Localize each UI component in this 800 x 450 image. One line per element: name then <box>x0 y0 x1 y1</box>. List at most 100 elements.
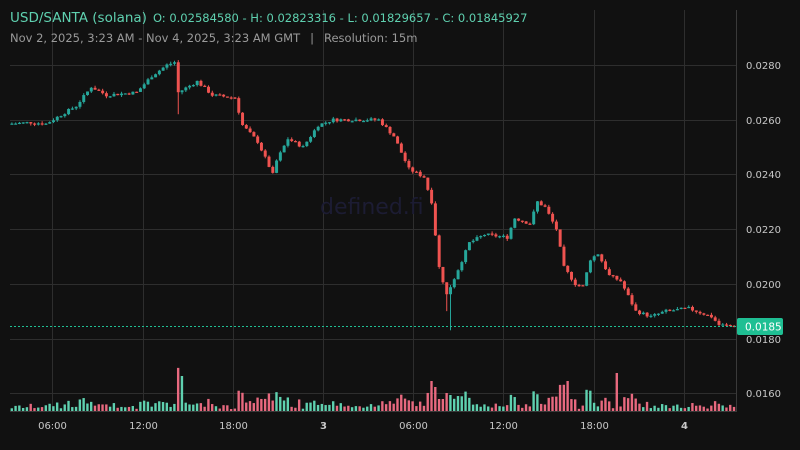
candle-body <box>241 112 245 126</box>
candle-body <box>78 101 82 107</box>
volume-bar <box>366 406 369 411</box>
volume-bar <box>161 402 165 411</box>
volume-bar <box>377 405 380 411</box>
volume-bar <box>676 404 679 411</box>
candle-body <box>222 94 226 97</box>
volume-bar <box>347 405 350 411</box>
price-tick-label: 0.0220 <box>746 225 781 236</box>
candle-body <box>467 242 471 251</box>
volume-bar <box>252 403 255 411</box>
candle-body <box>154 74 158 78</box>
candle-body <box>101 90 105 94</box>
candle-body <box>551 213 555 222</box>
candle-body <box>29 122 33 124</box>
candle-body <box>672 310 676 312</box>
candle-body <box>316 126 320 131</box>
candle-body <box>25 122 29 124</box>
volume-bar <box>403 398 407 411</box>
volume-bar <box>305 402 308 411</box>
candle-body <box>709 314 713 318</box>
candle-body <box>263 150 267 157</box>
volume-bar <box>188 404 191 411</box>
volume-bar <box>40 407 44 411</box>
price-axis[interactable]: 0.02800.02600.02400.02200.02000.01800.01… <box>746 61 781 400</box>
volume-bar <box>664 405 668 411</box>
candle-body <box>607 269 611 276</box>
volume-bar <box>108 406 112 411</box>
time-tick-label: 18:00 <box>580 421 609 432</box>
candle-body <box>558 229 562 247</box>
volume-bar <box>513 397 516 411</box>
volume-bar <box>248 401 252 411</box>
volume-bar <box>237 390 240 411</box>
candle-body <box>554 221 558 230</box>
volume-bar <box>120 406 123 411</box>
candle-body <box>350 121 354 123</box>
candle-body <box>653 314 657 316</box>
chart-header: USD/SANTA (solana) O: 0.02584580 - H: 0.… <box>10 10 527 45</box>
candle-body <box>501 235 505 237</box>
candle-body <box>271 166 275 173</box>
candle-body <box>683 307 687 309</box>
candle-body <box>399 143 403 153</box>
volume-bar <box>562 384 566 411</box>
candle-body <box>694 310 698 312</box>
volume-bar <box>539 403 543 411</box>
candle-body <box>505 235 509 239</box>
candle-body <box>44 123 48 125</box>
volume-bar <box>313 400 316 411</box>
candle-body <box>195 80 199 86</box>
volume-bar <box>335 405 339 411</box>
candle-body <box>59 116 63 118</box>
time-axis[interactable]: 06:00 12:00 18:00 3 06:00 12:00 18:00 4 <box>38 421 688 432</box>
volume-bar <box>623 397 626 411</box>
candle-body <box>668 309 672 311</box>
candle-body <box>698 311 702 314</box>
candle-body <box>464 250 468 263</box>
candle-body <box>10 123 14 125</box>
volume-bar <box>407 400 411 411</box>
candle-body <box>494 234 498 237</box>
candle-body <box>452 279 456 288</box>
volume-bar <box>494 403 497 411</box>
candle-body <box>55 116 59 121</box>
candle-body <box>498 236 502 238</box>
price-tick-label: 0.0240 <box>746 170 781 181</box>
price-tick-label: 0.0260 <box>746 116 781 127</box>
volume-bar <box>487 406 490 411</box>
volume-bar <box>695 405 698 411</box>
candle-body <box>305 141 309 147</box>
candle-body <box>259 142 263 151</box>
volume-bar <box>471 404 475 411</box>
candle-body <box>645 312 649 317</box>
volume-bar <box>547 397 550 411</box>
candle-body <box>414 171 418 173</box>
volume-bar <box>275 392 278 411</box>
candle-body <box>248 128 252 133</box>
candle-body <box>426 177 430 190</box>
candle-body <box>157 70 161 75</box>
candle-body <box>286 139 290 146</box>
volume-bar <box>195 403 199 411</box>
volume-bar <box>505 405 509 411</box>
volume-bar <box>604 397 607 411</box>
volume-bar <box>44 405 48 411</box>
time-tick-label: 18:00 <box>219 421 248 432</box>
volume-bar <box>475 404 479 411</box>
candle-body <box>532 211 536 225</box>
volume-bar <box>173 403 176 411</box>
volume-bar <box>608 401 611 411</box>
volume-bar <box>124 407 127 411</box>
candle-body <box>108 96 112 98</box>
candle-body <box>346 119 350 122</box>
volume-bar <box>180 376 184 411</box>
candle-body <box>14 123 18 125</box>
volume-bar <box>396 398 399 411</box>
candle-body <box>573 279 577 286</box>
candle-body <box>86 91 90 96</box>
candle-body <box>596 254 600 257</box>
volume-bar <box>52 406 55 411</box>
volume-bar <box>668 408 671 411</box>
candle-body <box>520 220 524 222</box>
